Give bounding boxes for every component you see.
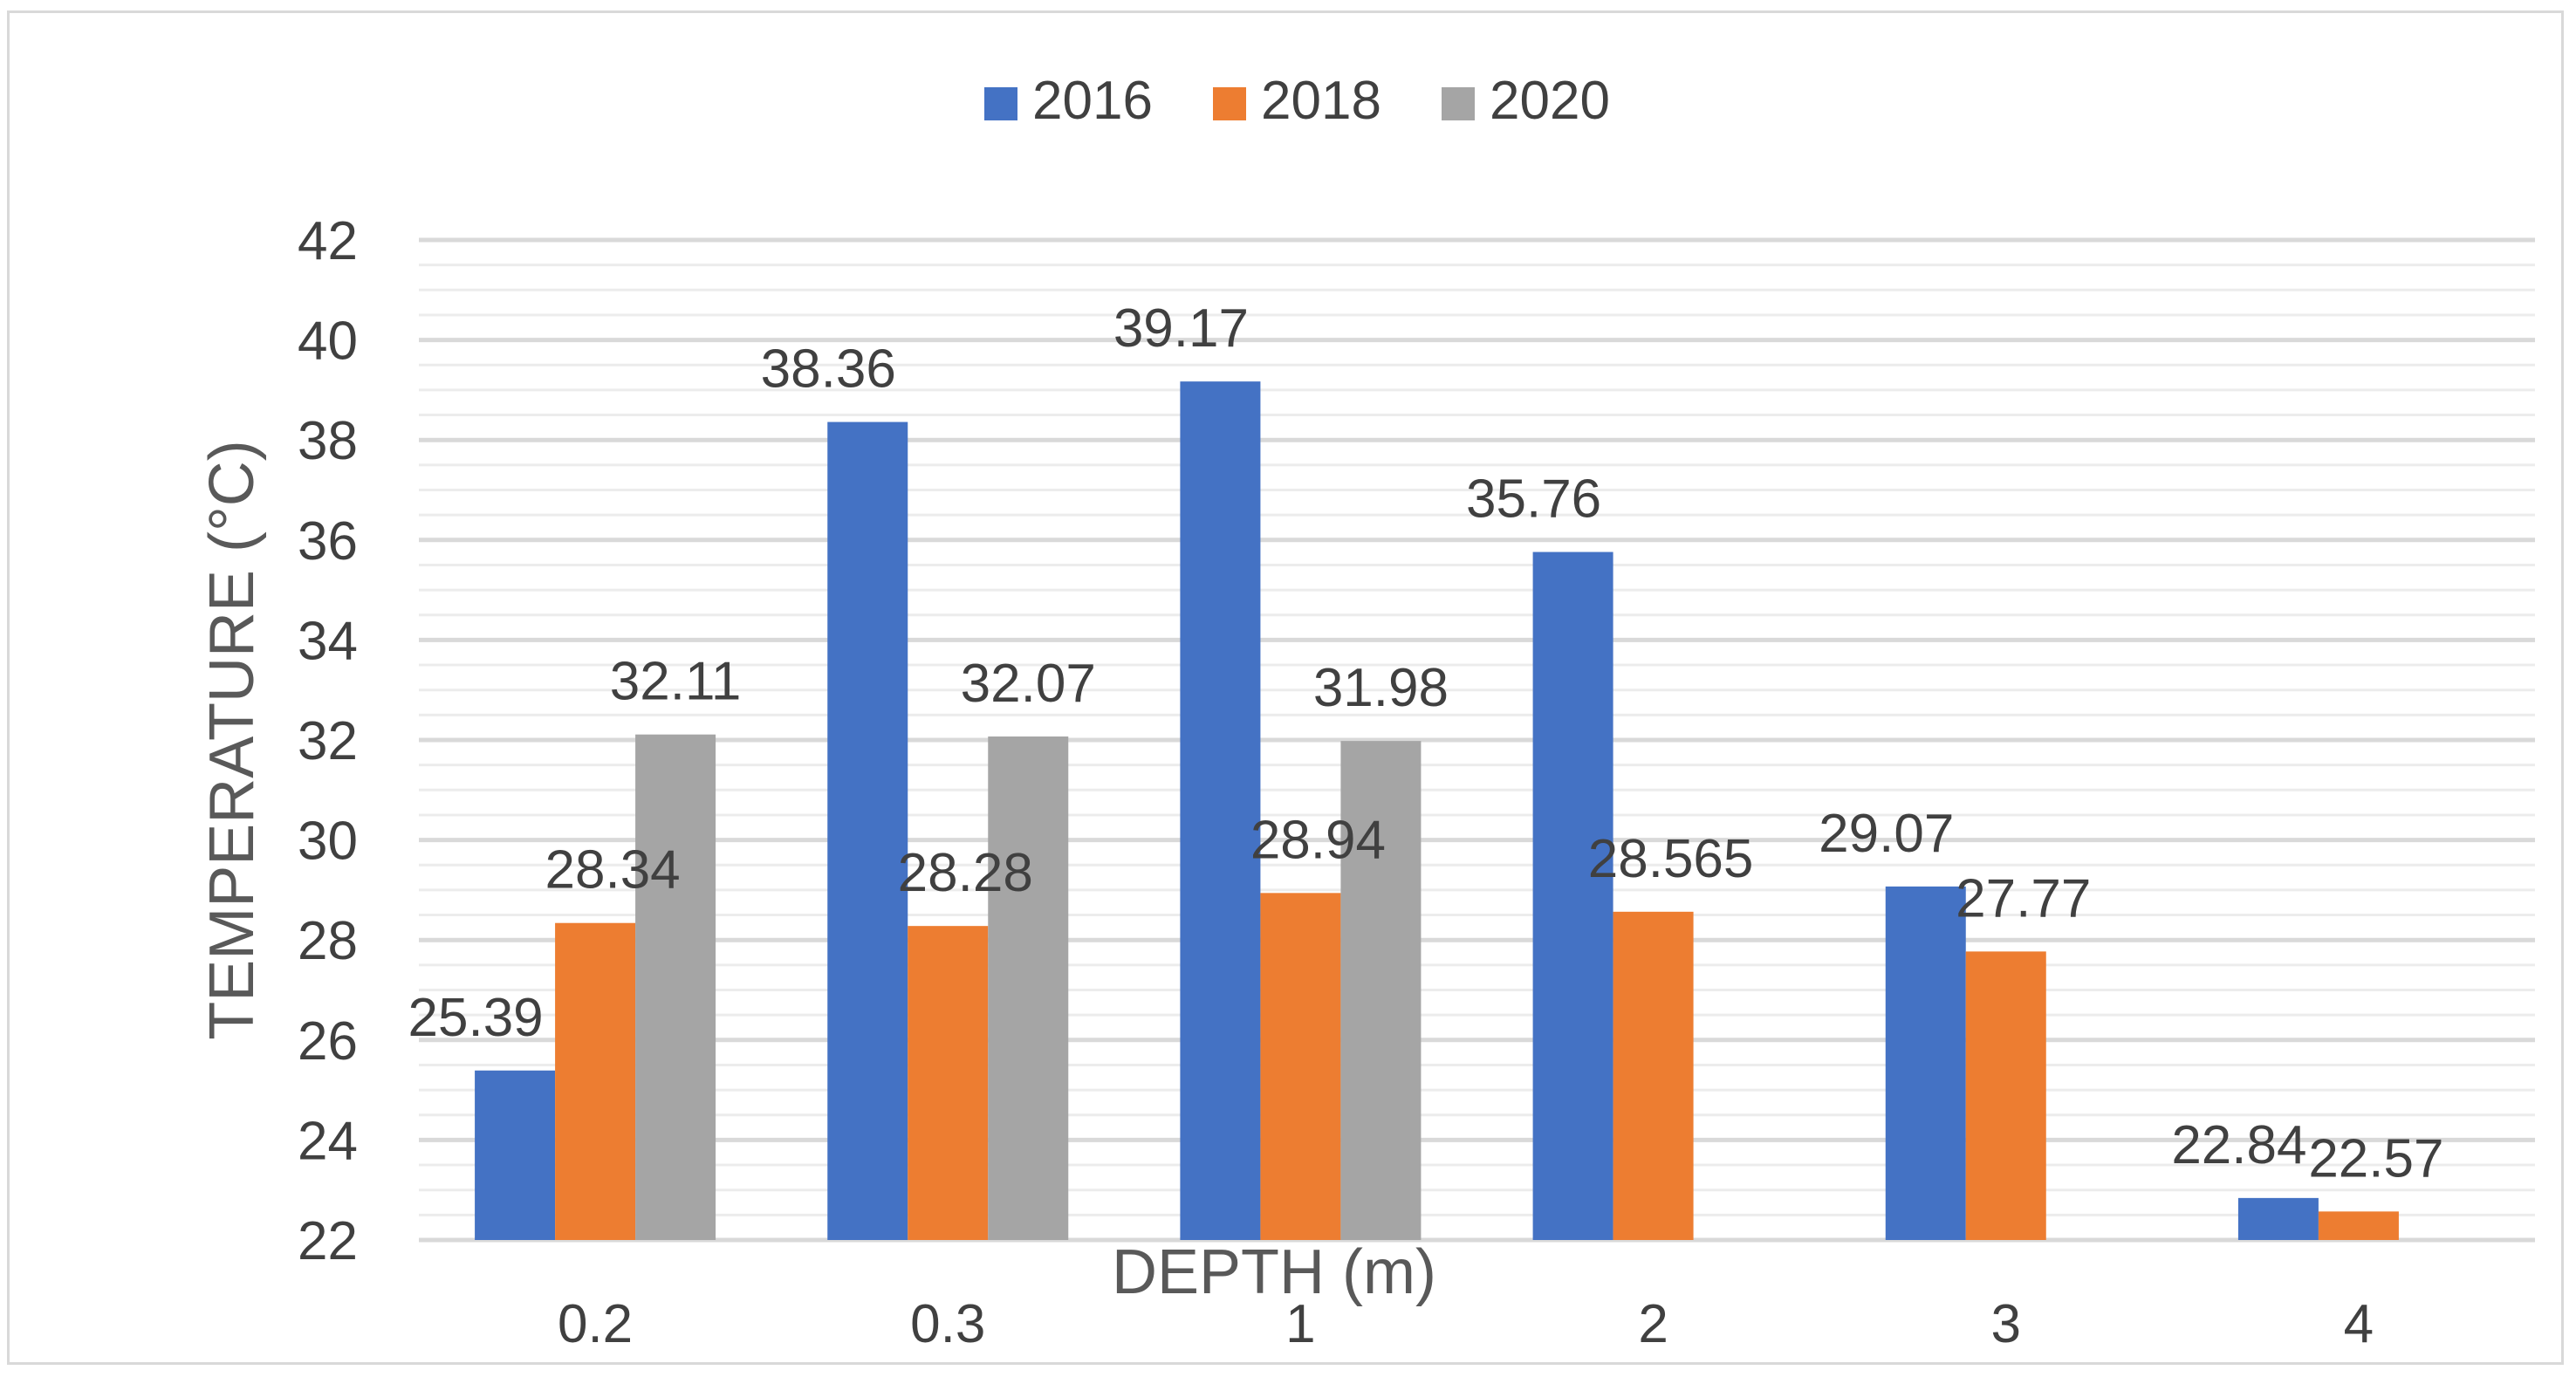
legend: 2016 2018 2020 [984,71,1610,131]
bar-2020-1 [1340,741,1422,1240]
minor-gridlines [419,264,2535,1216]
y-tick-label: 36 [298,511,358,572]
y-tick-label: 34 [298,611,358,671]
legend-swatch-2018 [1213,87,1246,120]
x-tick-label: 0.2 [558,1294,633,1354]
y-axis-ticks: 22 24 26 28 30 32 34 36 38 40 42 [298,211,358,1271]
gridlines [419,237,2535,1243]
bar-2018-3 [1965,951,2046,1240]
data-label-2018-3: 27.77 [1956,868,2091,928]
x-axis-title: DEPTH (m) [1112,1237,1436,1307]
y-tick-label: 40 [298,312,358,372]
data-label-2016-4: 22.84 [2171,1115,2306,1175]
y-tick-label: 22 [298,1211,358,1271]
data-label-2016-0.3: 38.36 [761,339,896,400]
legend-swatch-2020 [1442,87,1475,120]
x-tick-label: 2 [1638,1294,1668,1354]
bar-2018-0.3 [908,926,989,1240]
y-tick-label: 38 [298,411,358,471]
data-label-2018-0.2: 28.34 [545,840,681,901]
bars [475,381,2399,1240]
data-label-2018-4: 22.57 [2308,1128,2443,1189]
y-tick-label: 28 [298,911,358,971]
y-tick-label: 30 [298,812,358,872]
x-tick-label: 1 [1285,1294,1315,1354]
legend-label-2020: 2020 [1490,71,1610,131]
data-label-2016-1: 39.17 [1113,298,1249,359]
data-label-2018-1: 28.94 [1250,810,1386,870]
bar-2020-0.3 [988,736,1069,1240]
y-tick-label: 24 [298,1111,358,1171]
bar-2018-1 [1260,893,1341,1240]
data-label-2020-0.2: 32.11 [610,652,742,712]
legend-label-2018: 2018 [1261,71,1381,131]
bar-2018-4 [2318,1211,2399,1240]
x-tick-label: 3 [1991,1294,2021,1354]
legend-swatch-2016 [984,87,1017,120]
data-label-2020-0.3: 32.07 [961,654,1096,714]
data-labels: 25.39 28.34 32.11 38.36 28.28 32.07 39.17 28.94… [408,298,2444,1189]
bar-2018-2 [1613,911,1694,1240]
bar-2020-0.2 [635,734,716,1240]
bar-2016-0.2 [475,1070,556,1240]
bar-2016-2 [1532,551,1613,1240]
y-axis-title: TEMPERATURE (°C) [197,440,267,1039]
data-label-2016-2: 35.76 [1466,469,1601,530]
data-label-2016-0.2: 25.39 [408,988,544,1048]
bar-2016-3 [1885,886,1966,1240]
data-label-2018-2: 28.565 [1588,829,1754,889]
bar-2016-1 [1180,381,1261,1240]
x-tick-label: 4 [2344,1294,2374,1354]
bar-2016-4 [2237,1197,2319,1240]
x-tick-label: 0.3 [910,1294,985,1354]
y-tick-label: 42 [298,211,358,271]
data-label-2020-1: 31.98 [1313,658,1449,718]
y-tick-label: 32 [298,711,358,771]
legend-label-2016: 2016 [1032,71,1153,131]
data-label-2016-3: 29.07 [1819,804,1954,864]
x-axis-ticks: 0.2 0.3 1 2 3 4 [558,1294,2374,1354]
y-tick-label: 26 [298,1011,358,1072]
bar-2016-0.3 [827,421,908,1240]
data-label-2018-0.3: 28.28 [898,843,1033,903]
bar-2018-0.2 [555,922,636,1240]
